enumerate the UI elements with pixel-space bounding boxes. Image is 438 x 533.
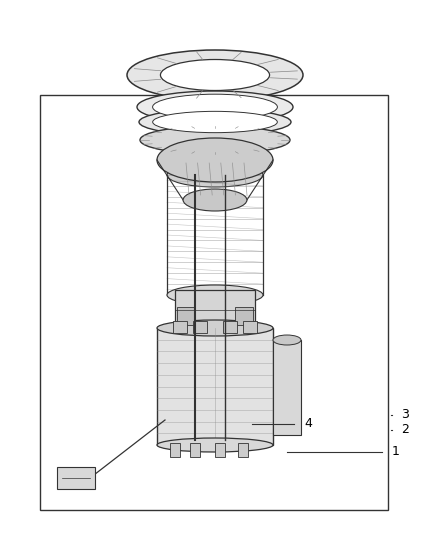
Ellipse shape [153, 111, 277, 133]
Ellipse shape [273, 335, 301, 345]
Bar [223, 321, 237, 333]
Ellipse shape [157, 138, 273, 182]
Bar [57, 467, 95, 489]
Text: 2: 2 [401, 423, 409, 436]
Text: 4: 4 [304, 417, 312, 430]
Ellipse shape [157, 438, 273, 452]
Bar [40, 95, 388, 510]
Text: 3: 3 [401, 408, 409, 421]
Ellipse shape [139, 109, 291, 135]
Bar [175, 290, 255, 330]
Bar [190, 443, 200, 457]
Ellipse shape [152, 94, 277, 120]
Ellipse shape [140, 126, 290, 154]
Bar [177, 307, 195, 325]
Ellipse shape [167, 285, 263, 305]
Text: 1: 1 [392, 446, 400, 458]
Ellipse shape [183, 189, 247, 211]
Ellipse shape [160, 60, 269, 91]
Bar [193, 321, 207, 333]
Ellipse shape [137, 91, 293, 123]
Bar [238, 443, 248, 457]
Ellipse shape [157, 320, 273, 336]
Bar [235, 307, 253, 325]
Bar [215, 443, 225, 457]
Ellipse shape [127, 50, 303, 100]
Bar [273, 340, 301, 435]
Ellipse shape [167, 163, 263, 187]
Bar [243, 321, 257, 333]
Bar [157, 328, 273, 445]
Bar [170, 443, 180, 457]
Bar [173, 321, 187, 333]
